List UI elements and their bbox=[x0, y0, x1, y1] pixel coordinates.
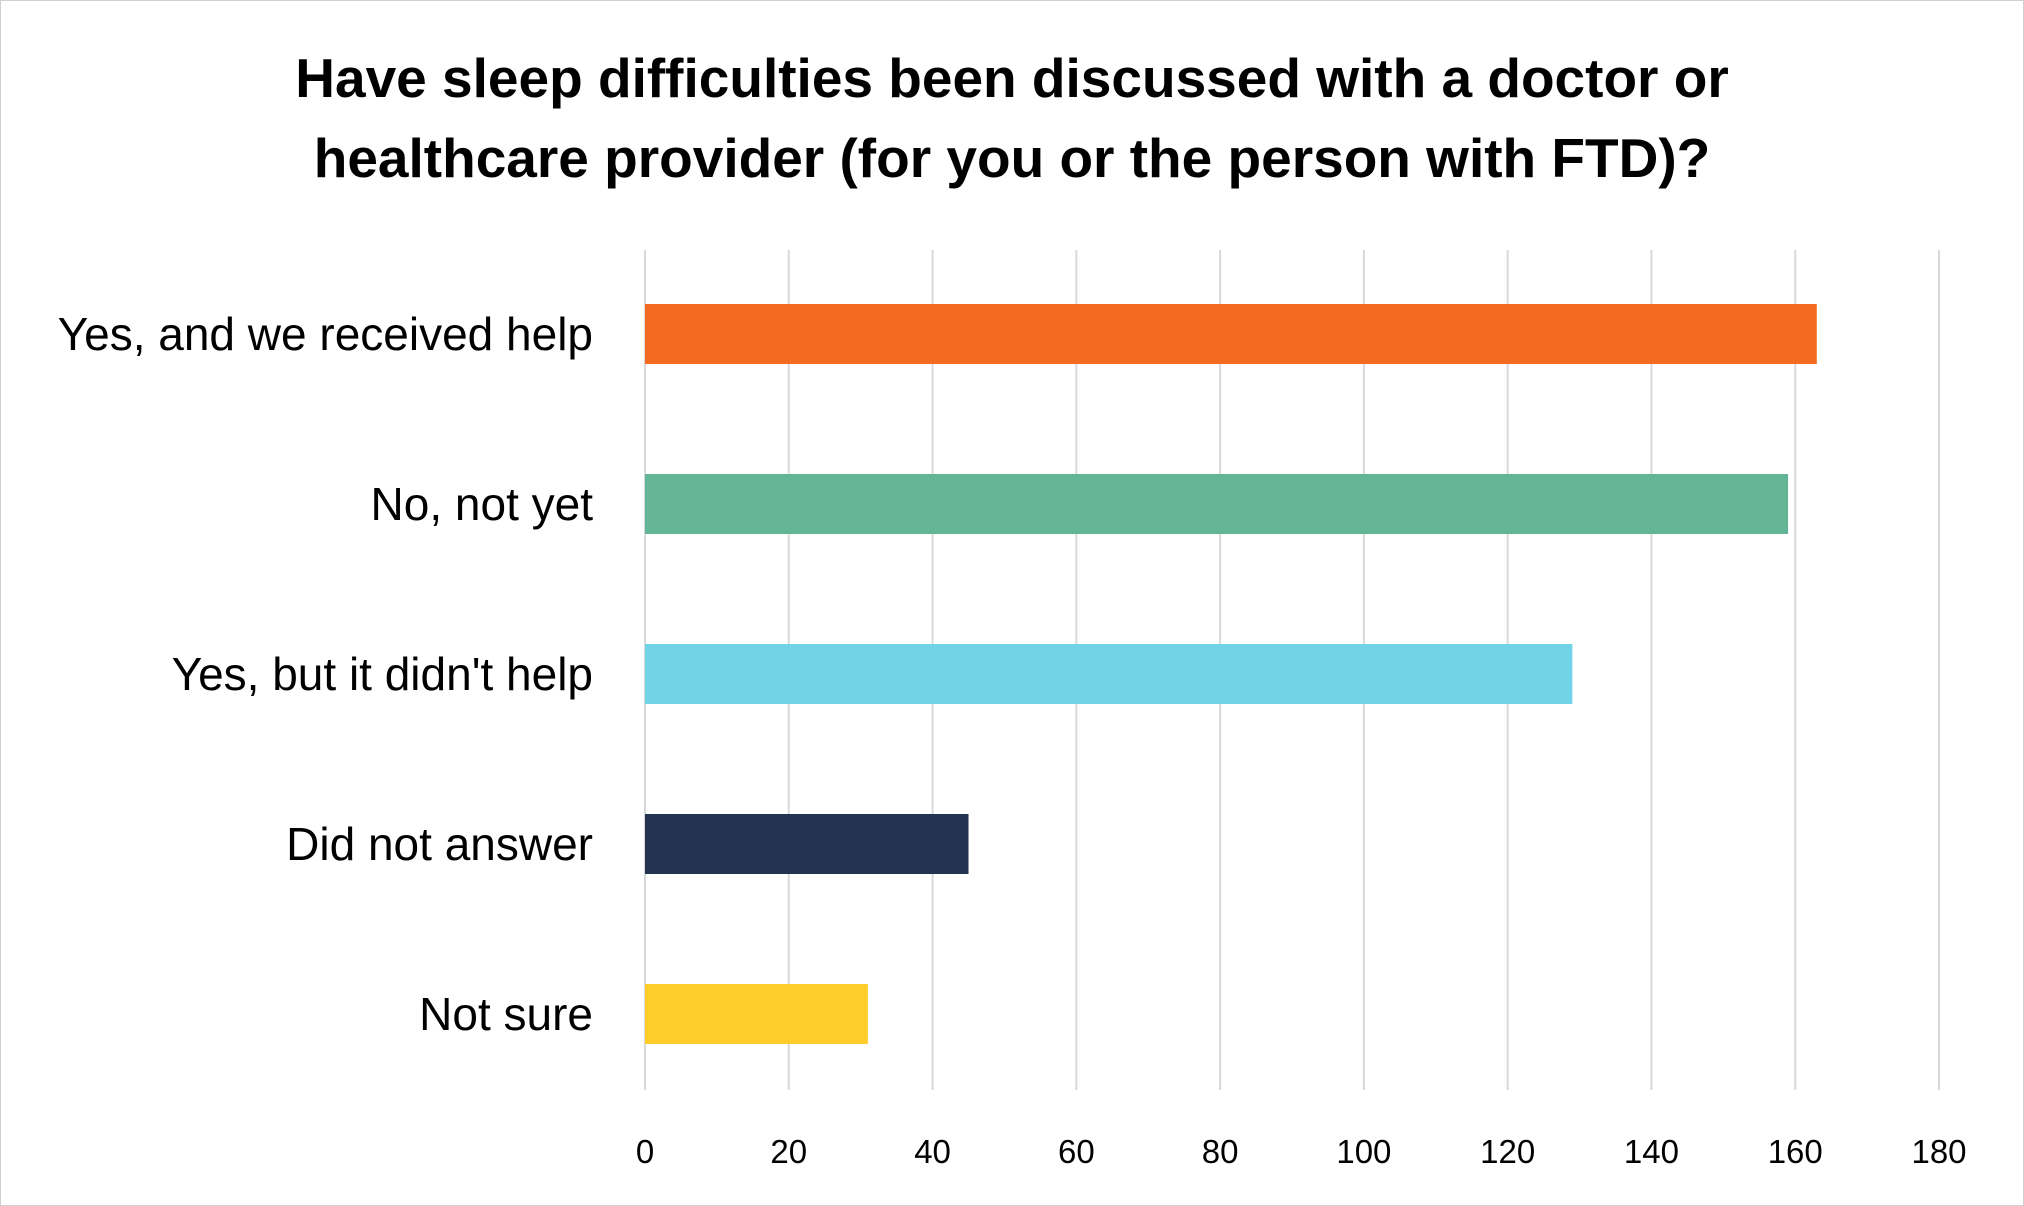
x-tick-label: 180 bbox=[1911, 1133, 1966, 1170]
category-label: No, not yet bbox=[371, 478, 594, 530]
x-tick-label: 140 bbox=[1624, 1133, 1679, 1170]
category-label: Not sure bbox=[419, 988, 593, 1040]
bar-1 bbox=[645, 474, 1789, 534]
bars bbox=[645, 304, 1817, 1044]
chart-title: Have sleep difficulties been discussed w… bbox=[295, 47, 1729, 189]
bar-2 bbox=[645, 644, 1573, 704]
bar-3 bbox=[645, 814, 969, 874]
x-tick-label: 120 bbox=[1480, 1133, 1535, 1170]
x-tick-label: 20 bbox=[770, 1133, 807, 1170]
x-tick-label: 40 bbox=[914, 1133, 951, 1170]
x-tick-labels: 0 20 40 60 80 100 120 140 160 180 bbox=[636, 1133, 1967, 1170]
x-tick-label: 100 bbox=[1336, 1133, 1391, 1170]
x-tick-label: 60 bbox=[1058, 1133, 1095, 1170]
category-label: Yes, but it didn't help bbox=[172, 648, 593, 700]
bar-0 bbox=[645, 304, 1817, 364]
x-tick-label: 160 bbox=[1768, 1133, 1823, 1170]
x-tick-label: 80 bbox=[1202, 1133, 1239, 1170]
x-tick-label: 0 bbox=[636, 1133, 654, 1170]
category-label: Did not answer bbox=[286, 818, 593, 870]
category-labels: Yes, and we received help No, not yet Yes,… bbox=[58, 308, 594, 1040]
bar-4 bbox=[645, 984, 868, 1044]
category-label: Yes, and we received help bbox=[58, 308, 593, 360]
